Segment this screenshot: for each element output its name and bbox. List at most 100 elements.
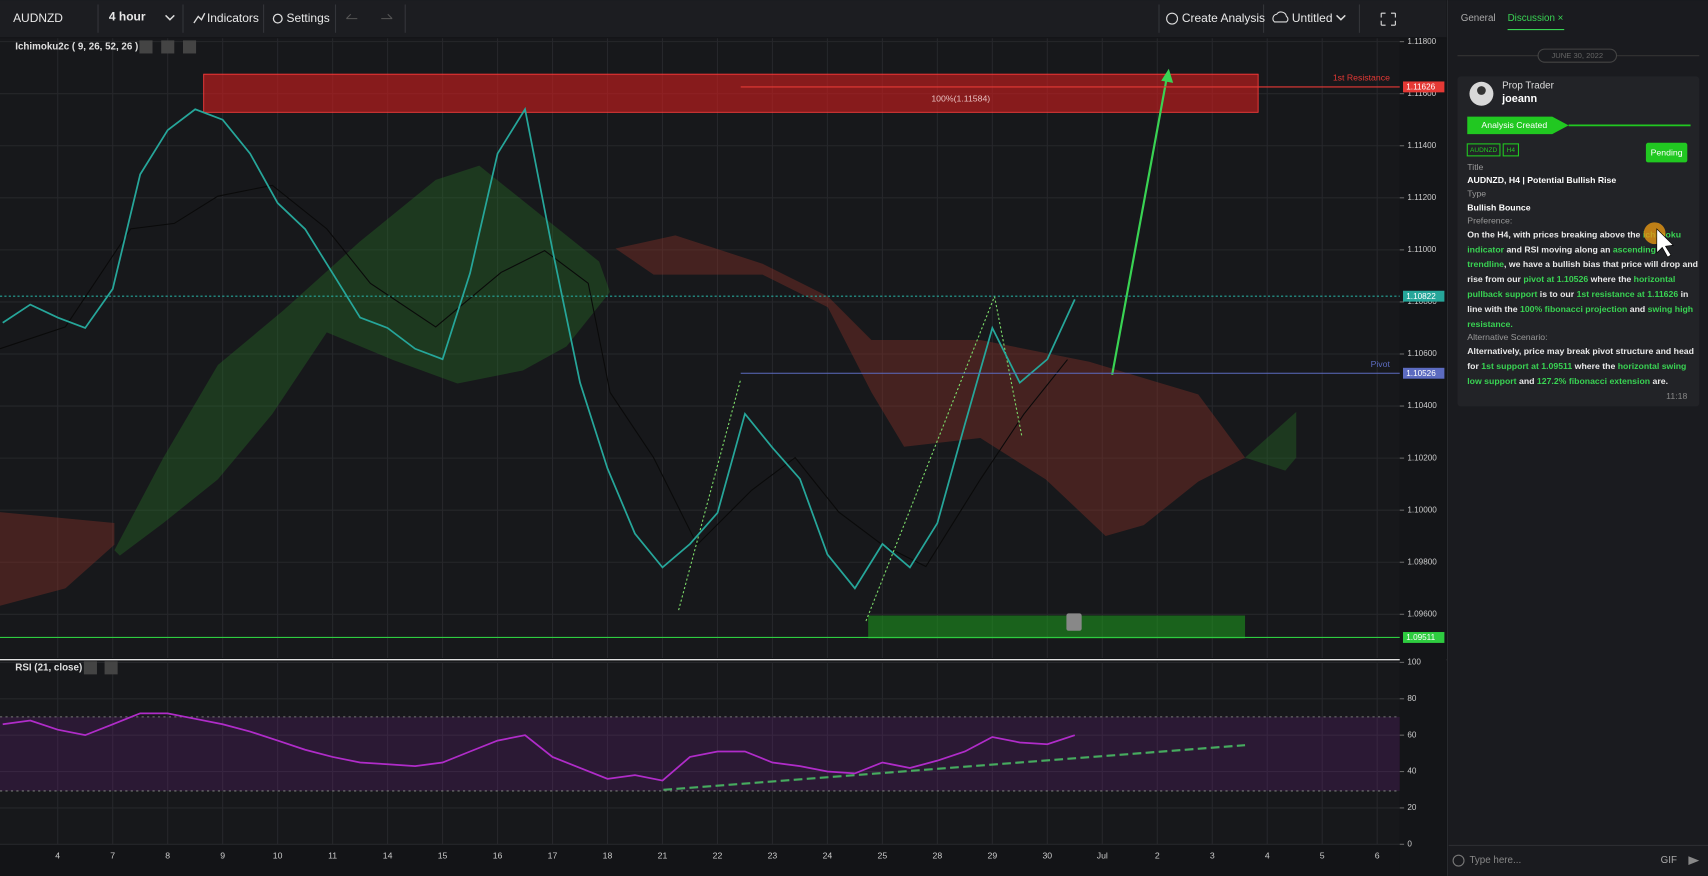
x-tick-label: 6	[1375, 851, 1380, 861]
cloud-bull	[1245, 411, 1297, 471]
symbol[interactable]: AUDNZD	[13, 11, 63, 25]
marks	[0, 86, 1400, 782]
settings-button[interactable]: Settings	[286, 11, 329, 25]
status: Analysis Created	[1481, 120, 1547, 130]
dropdown-icon[interactable]	[1336, 14, 1346, 21]
highlight-text: indicator	[1467, 245, 1504, 255]
x-tick-label: 21	[658, 851, 668, 861]
y-tick-label: 0	[1407, 839, 1412, 848]
fib-line	[678, 379, 742, 611]
tab[interactable]: General	[1461, 13, 1496, 24]
gif-button[interactable]: GIF	[1661, 855, 1677, 866]
y-tick-label: 1.09800	[1407, 557, 1437, 566]
price-tag-label: 1.09511	[1406, 633, 1435, 642]
add-icon[interactable]	[1452, 854, 1465, 867]
highlight-text: 1st support at 1.09511	[1481, 361, 1572, 371]
delete-button[interactable]	[183, 40, 197, 54]
ichimoku-cloud	[0, 165, 1297, 606]
x-tick-label: 7	[110, 851, 115, 861]
y-tick-label: 1.10400	[1407, 401, 1437, 410]
price-tag-label: 1.10526	[1406, 369, 1436, 378]
x-tick-label: 15	[438, 851, 448, 861]
price-pane	[0, 38, 1400, 659]
cloud-icon[interactable]	[1272, 11, 1289, 23]
y-tick-label: 60	[1407, 730, 1417, 739]
tag	[1466, 143, 1501, 157]
body-text: where the	[1572, 361, 1617, 371]
y-tick-label: 1.11200	[1407, 193, 1436, 202]
price-tag	[1403, 290, 1445, 302]
field-label: Title	[1467, 162, 1483, 172]
x-tick-label: 24	[823, 851, 833, 861]
price-axis	[1399, 38, 1447, 876]
price-tag	[1403, 632, 1445, 643]
undo-icon[interactable]	[346, 13, 358, 20]
support-zone	[868, 615, 1246, 639]
paragraph-line: low support and 127.2% fibonacci extensi…	[1467, 376, 1668, 386]
y-tick-label: 80	[1407, 694, 1417, 703]
delete-button[interactable]	[104, 661, 118, 675]
field-label: Preference:	[1467, 216, 1512, 226]
cloud-bear	[615, 235, 1246, 537]
toolbar-separators	[97, 4, 1360, 33]
indicators-icon[interactable]	[193, 12, 206, 24]
x-tick-label: 29	[988, 851, 998, 861]
tab-active[interactable]: Discussion	[1508, 13, 1555, 24]
x-tick-label: 5	[1320, 851, 1325, 861]
x-tick-label: 8	[165, 851, 170, 861]
message-input[interactable]: Type here...	[1469, 855, 1521, 866]
body-text: in	[1678, 289, 1688, 299]
y-tick-label: 1.11600	[1407, 89, 1436, 98]
settings-icon[interactable]	[272, 13, 283, 24]
tag-text: AUDNZD	[1470, 147, 1497, 154]
rsi-title: RSI (21, close)	[15, 662, 82, 673]
y-tick-label: 1.11000	[1407, 245, 1436, 254]
fib-line	[993, 296, 1023, 436]
role: Prop Trader	[1502, 81, 1554, 92]
highlight-text: resistance.	[1467, 319, 1512, 329]
body-text: Alternatively, price may break pivot str…	[1467, 346, 1694, 356]
send-button[interactable]	[1688, 856, 1700, 865]
highlight-text: ascending	[1613, 245, 1656, 255]
field-value: AUDNZD, H4 | Potential Bullish Rise	[1467, 175, 1616, 185]
x-tick-label: 23	[768, 851, 778, 861]
create-analysis-button[interactable]: Create Analysis	[1182, 11, 1265, 25]
message-card	[1457, 76, 1700, 407]
badge-text[interactable]: Pending	[1651, 147, 1683, 157]
gear-button[interactable]	[161, 40, 175, 54]
series-line	[2, 106, 1076, 590]
eye-button[interactable]	[139, 40, 153, 54]
highlight-text: pivot at 1.10526	[1523, 274, 1588, 284]
paragraph-line: pullback support is to our 1st resistanc…	[1467, 289, 1688, 299]
paragraph-line: indicator and RSI moving along an ascend…	[1467, 245, 1656, 255]
indicator-title: Ichimoku2c ( 9, 26, 52, 26 )	[15, 42, 138, 53]
body-text: , we have a bullish bias that price will…	[1504, 260, 1698, 270]
cloud-bull	[114, 165, 610, 556]
y-tick-label: 1.10600	[1407, 349, 1437, 358]
interval[interactable]: 4 hour	[109, 10, 146, 24]
fib-line	[865, 296, 996, 622]
y-tick-label: 100	[1407, 658, 1421, 667]
timestamp: 11:18	[1666, 391, 1687, 401]
x-tick-label: 9	[220, 851, 225, 861]
y-tick-label: 1.10000	[1407, 505, 1437, 514]
indicators-button[interactable]: Indicators	[207, 11, 259, 25]
redo-icon[interactable]	[381, 13, 393, 20]
x-tick-label: Jul	[1097, 851, 1108, 861]
layout-name[interactable]: Untitled	[1292, 11, 1333, 25]
paragraph-line: resistance.	[1467, 319, 1512, 329]
gear-button[interactable]	[83, 661, 97, 675]
highlight-text: 127.2% fibonacci extension	[1537, 376, 1650, 386]
paragraph-line: line with the 100% fibonacci projection …	[1467, 304, 1693, 314]
create-icon[interactable]	[1166, 12, 1179, 25]
body-text: is to our	[1537, 289, 1576, 299]
highlight-text: horizontal	[1634, 274, 1676, 284]
tag-text: H4	[1507, 147, 1516, 154]
body-text: for	[1467, 361, 1481, 371]
paragraph-line: for 1st support at 1.09511 where the hor…	[1467, 361, 1686, 371]
tab-close[interactable]: ×	[1558, 13, 1564, 24]
dropdown-icon[interactable]	[165, 14, 175, 21]
fullscreen-icon[interactable]	[1380, 12, 1396, 26]
pending-badge[interactable]	[1645, 142, 1688, 163]
